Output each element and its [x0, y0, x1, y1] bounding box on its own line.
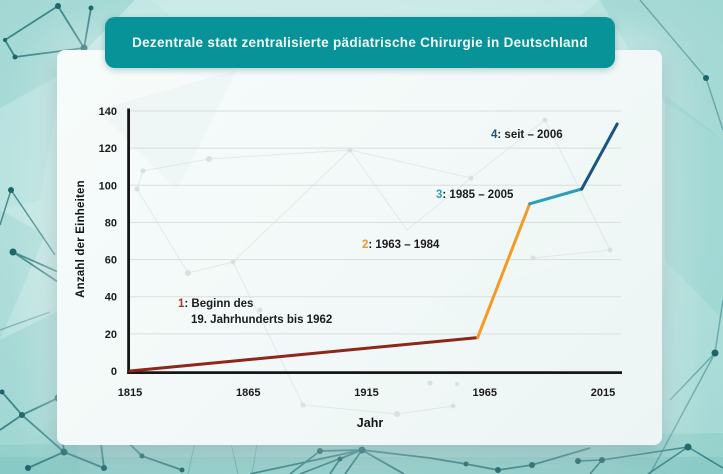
y-tick-label-120: 120 [99, 143, 117, 155]
x-axis-title: Jahr [356, 416, 384, 430]
y-tick-label-60: 60 [105, 255, 117, 267]
title-banner: Dezentrale statt zentralisierte pädiatri… [105, 17, 615, 68]
y-axis-title: Anzahl der Einheiten [75, 180, 87, 298]
line-segment-phase-3 [528, 187, 584, 206]
y-tick-label-20: 20 [105, 329, 117, 341]
title-text: Dezentrale statt zentralisierte pädiatri… [132, 35, 588, 50]
x-tick-label-1965: 1965 [473, 387, 497, 399]
line-segment-phase-2 [476, 202, 532, 340]
y-tick-label-100: 100 [99, 180, 117, 192]
y-tick-label-80: 80 [105, 217, 117, 229]
x-tick-label-2015: 2015 [591, 387, 615, 399]
y-tick-label-0: 0 [111, 366, 117, 378]
y-tick-label-140: 140 [99, 106, 117, 118]
card-facets [97, 70, 577, 390]
x-tick-label-1865: 1865 [236, 387, 260, 399]
line-segment-phase-4 [580, 122, 619, 191]
x-tick-label-1915: 1915 [354, 387, 378, 399]
x-tick-label-1815: 1815 [118, 387, 142, 399]
line-segment-phase-1 [128, 336, 480, 373]
y-tick-label-40: 40 [105, 292, 117, 304]
chart-card [57, 50, 662, 445]
